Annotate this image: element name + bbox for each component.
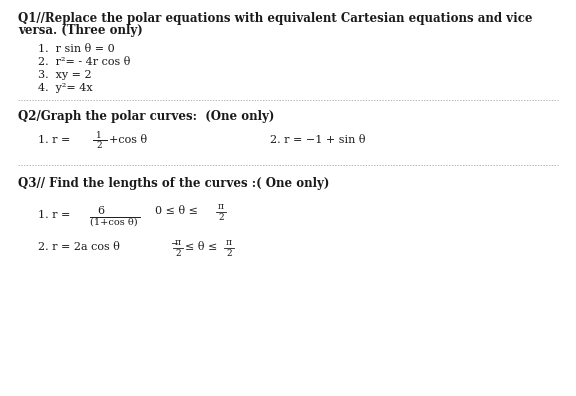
Text: 1.  r sin θ = 0: 1. r sin θ = 0 (38, 44, 115, 54)
Text: (1+cos θ): (1+cos θ) (90, 218, 138, 227)
Text: 2: 2 (175, 249, 181, 258)
Text: π: π (175, 238, 181, 247)
Text: 4.  y²= 4x: 4. y²= 4x (38, 83, 93, 93)
Text: versa. (Three only): versa. (Three only) (18, 24, 143, 37)
Text: 2. r = −1 + sin θ: 2. r = −1 + sin θ (270, 135, 366, 145)
Text: 1: 1 (96, 131, 102, 140)
Text: 3.  xy = 2: 3. xy = 2 (38, 70, 92, 80)
Text: 2.  r²= - 4r cos θ: 2. r²= - 4r cos θ (38, 57, 130, 67)
Text: 0 ≤ θ ≤: 0 ≤ θ ≤ (155, 206, 202, 216)
Text: π: π (226, 238, 232, 247)
Text: 2: 2 (218, 213, 223, 222)
Text: 1. r =: 1. r = (38, 210, 74, 220)
Text: 6: 6 (97, 206, 104, 216)
Text: +cos θ: +cos θ (109, 135, 147, 145)
Text: 1. r =: 1. r = (38, 135, 74, 145)
Text: −: − (170, 238, 177, 247)
Text: π: π (218, 202, 224, 211)
Text: Q2/Graph the polar curves:  (One only): Q2/Graph the polar curves: (One only) (18, 110, 274, 123)
Text: ≤ θ ≤: ≤ θ ≤ (185, 242, 221, 252)
Text: 2: 2 (96, 141, 101, 150)
Text: Q3// Find the lengths of the curves :( One only): Q3// Find the lengths of the curves :( O… (18, 177, 329, 190)
Text: 2. r = 2a cos θ: 2. r = 2a cos θ (38, 242, 120, 252)
Text: 2: 2 (226, 249, 232, 258)
Text: Q1//Replace the polar equations with equivalent Cartesian equations and vice: Q1//Replace the polar equations with equ… (18, 12, 532, 25)
